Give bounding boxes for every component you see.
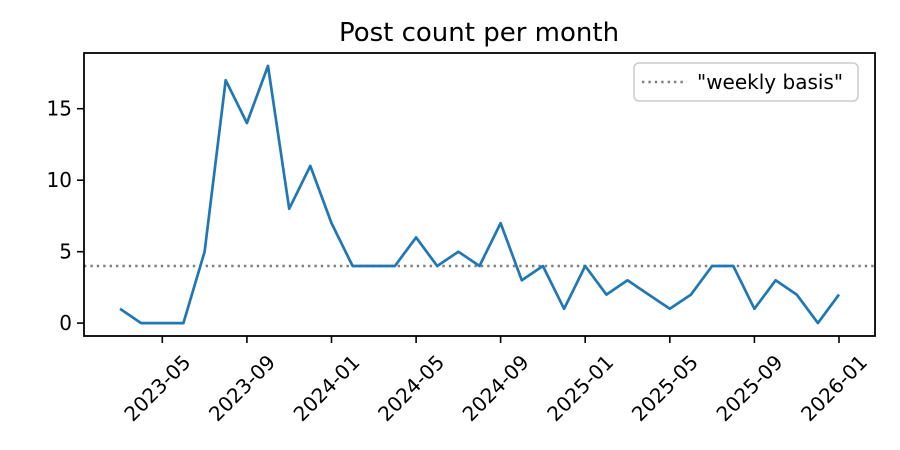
legend-box bbox=[633, 62, 859, 102]
plot-area: 0 5 10 15 2023-05 2023-09 2024-01 2024-05 2024-0… bbox=[47, 52, 876, 426]
legend-label: "weekly basis" bbox=[697, 70, 843, 94]
y-tick-label: 0 bbox=[59, 311, 72, 335]
x-tick-label: 2023-09 bbox=[204, 350, 280, 426]
y-tick-label: 10 bbox=[47, 168, 72, 192]
plot-border bbox=[83, 52, 876, 337]
y-tick-label: 5 bbox=[59, 240, 72, 264]
series-line bbox=[119, 64, 841, 325]
y-tick-label: 15 bbox=[47, 97, 72, 121]
legend: "weekly basis" bbox=[633, 62, 859, 102]
x-tick-label: 2024-05 bbox=[373, 350, 449, 426]
x-tick-label: 2023-05 bbox=[119, 350, 195, 426]
x-tick-label: 2026-01 bbox=[796, 350, 872, 426]
x-tick-label: 2025-05 bbox=[627, 350, 703, 426]
x-tick-label: 2025-01 bbox=[542, 350, 618, 426]
chart-title: Post count per month bbox=[339, 18, 619, 48]
x-tick-label: 2025-09 bbox=[711, 350, 787, 426]
x-tick-label: 2024-09 bbox=[458, 350, 534, 426]
x-tick-label: 2024-01 bbox=[289, 350, 365, 426]
